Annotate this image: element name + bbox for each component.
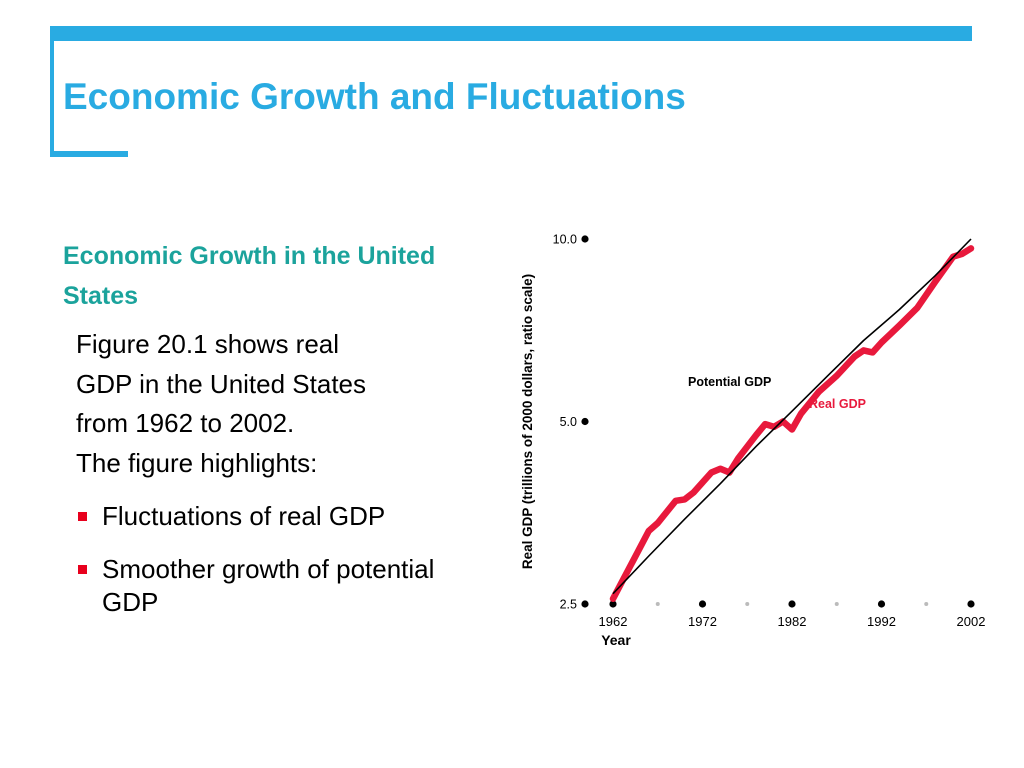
x-minor-tick-dot [745,602,749,606]
real-gdp-label: Real GDP [809,397,866,411]
x-tick-label: 1992 [867,614,896,629]
paragraph-line: Figure 20.1 shows real [76,325,486,365]
potential-gdp-line [613,239,971,594]
paragraph-line: GDP in the United States [76,365,486,405]
paragraph-line: The figure highlights: [76,444,486,484]
real-gdp-line [613,248,971,598]
bullet-item: Smoother growth of potential GDP [76,553,496,619]
x-tick-dot [699,600,706,607]
x-tick-label: 1972 [688,614,717,629]
square-bullet-icon [78,512,87,521]
y-tick-label: 10.0 [553,233,577,247]
y-tick-dot [581,600,588,607]
bullet-text: Smoother growth of potential GDP [102,554,434,617]
square-bullet-icon [78,565,87,574]
title-accent-bar-bottom [50,151,128,157]
x-tick-dot [878,600,885,607]
title-accent-bar-top [50,26,972,41]
x-minor-tick-dot [835,602,839,606]
y-tick-dot [581,235,588,242]
title-accent-bar-left [50,26,54,157]
x-axis-label: Year [601,632,631,648]
bullet-list: Fluctuations of real GDP Smoother growth… [76,500,496,639]
chart-axes: 2.5 5.0 10.0 1962 1972 1982 1992 2002 [553,233,986,630]
paragraph-line: from 1962 to 2002. [76,404,486,444]
x-tick-label: 1962 [599,614,628,629]
x-minor-tick-dot [656,602,660,606]
body-paragraph: Figure 20.1 shows real GDP in the United… [76,325,486,483]
chart-series [613,239,971,599]
y-axis-label: Real GDP (trillions of 2000 dollars, rat… [520,274,535,569]
potential-gdp-label: Potential GDP [688,375,771,389]
section-subheading: Economic Growth in the United States [63,236,473,316]
bullet-item: Fluctuations of real GDP [76,500,496,533]
x-tick-label: 2002 [957,614,986,629]
slide-title: Economic Growth and Fluctuations [63,76,686,118]
y-tick-dot [581,418,588,425]
y-tick-label: 2.5 [560,598,577,612]
gdp-line-chart: 2.5 5.0 10.0 1962 1972 1982 1992 2002 Real GDP … [515,222,1005,652]
y-tick-label: 5.0 [560,415,577,429]
x-tick-dot [788,600,795,607]
bullet-text: Fluctuations of real GDP [102,501,385,531]
x-minor-tick-dot [924,602,928,606]
x-tick-label: 1982 [778,614,807,629]
x-tick-dot [967,600,974,607]
